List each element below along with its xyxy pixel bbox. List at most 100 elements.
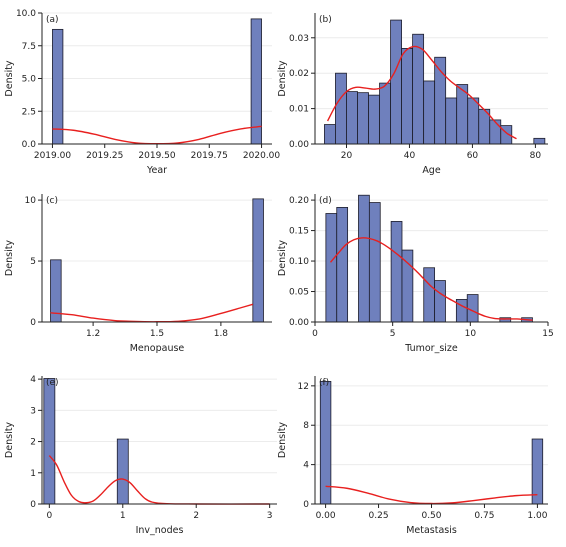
- x-tick-label: 0.25: [369, 511, 389, 521]
- y-tick-label: 12: [298, 382, 309, 392]
- y-tick-label: 0.20: [289, 196, 309, 206]
- x-axis-label: Tumor_size: [404, 343, 458, 354]
- kde-curve: [329, 237, 533, 321]
- histogram-bar: [390, 221, 403, 323]
- chart-panel-a: 0.0 2.5 5.0 7.5 10.0 2019.00 2019.25 2019.50 201…: [4, 9, 280, 176]
- y-tick-label: 4: [30, 375, 36, 385]
- y-axis-label: Density: [4, 240, 15, 276]
- x-axis-label: Age: [422, 165, 441, 176]
- panel-tag: (e): [46, 378, 59, 388]
- y-axis-label: Density: [4, 422, 15, 458]
- y-tick-label: 0.10: [289, 257, 309, 267]
- histogram-bar: [250, 18, 262, 145]
- y-tick-label: 0.15: [289, 227, 309, 237]
- x-tick-label: 2019.00: [34, 151, 71, 161]
- histogram-bar: [43, 378, 56, 505]
- x-tick-label: 2019.25: [86, 151, 123, 161]
- histogram-bar: [116, 438, 129, 505]
- histogram-bar: [423, 267, 436, 323]
- y-tick-label: 10: [25, 196, 37, 206]
- histogram-bar: [336, 207, 349, 323]
- x-axis-label: Inv_nodes: [136, 525, 184, 536]
- y-tick-label: 0.03: [289, 34, 309, 44]
- histogram-bar: [401, 48, 414, 145]
- chart-panel-e: 0 1 2 3 4 0 1 2 3 Inv_nodes Density (e): [4, 375, 277, 536]
- histogram-bar: [489, 119, 502, 145]
- histogram-bar: [319, 381, 332, 505]
- x-tick-label: 0: [46, 511, 52, 521]
- x-tick-label: 10: [465, 329, 477, 339]
- histogram-bar: [324, 124, 336, 145]
- histogram-bar: [368, 94, 380, 145]
- y-tick-label: 0: [303, 500, 309, 510]
- histogram-bar: [412, 33, 425, 145]
- y-tick-label: 0.0: [22, 140, 37, 150]
- x-tick-label: 1.5: [150, 329, 164, 339]
- x-tick-label: 2020.00: [243, 151, 280, 161]
- histogram-bar: [379, 82, 391, 145]
- histogram-bar: [252, 198, 264, 323]
- histogram-bar: [368, 202, 381, 323]
- y-tick-label: 5.0: [22, 75, 37, 85]
- y-tick-label: 4: [303, 461, 309, 471]
- histogram-bar: [434, 280, 446, 323]
- x-tick-label: 80: [530, 151, 542, 161]
- y-tick-label: 0.00: [289, 140, 309, 150]
- histogram-bar: [358, 194, 370, 323]
- x-axis-label: Metastasis: [406, 525, 457, 536]
- x-tick-label: 0.75: [474, 511, 494, 521]
- panel-tag: (c): [46, 196, 58, 206]
- x-tick-label: 0.50: [421, 511, 441, 521]
- histogram-bar: [466, 294, 479, 323]
- y-axis-label: Density: [277, 60, 288, 96]
- y-tick-label: 3: [30, 406, 36, 416]
- x-tick-label: 2019.50: [138, 151, 175, 161]
- y-tick-label: 8: [303, 421, 309, 431]
- kde-curve: [52, 125, 262, 145]
- y-tick-label: 2.5: [22, 107, 36, 117]
- y-tick-label: 0.01: [289, 105, 309, 115]
- histogram-bar: [357, 92, 369, 145]
- x-tick-label: 3: [267, 511, 273, 521]
- kde-curve: [326, 45, 517, 140]
- y-tick-label: 10.0: [16, 9, 36, 19]
- y-axis-label: Density: [4, 60, 15, 96]
- chart-panel-b: 0.00 0.01 0.02 0.03 20 40 60 80 Age Density (b): [277, 13, 548, 176]
- y-tick-label: 0: [30, 318, 36, 328]
- y-tick-label: 0.00: [289, 318, 309, 328]
- y-tick-label: 7.5: [22, 42, 36, 52]
- x-tick-label: 1.2: [86, 329, 100, 339]
- kde-curve: [325, 485, 538, 505]
- panel-tag: (b): [319, 15, 332, 25]
- histogram-bar: [423, 80, 436, 145]
- histogram-bar: [467, 97, 480, 145]
- y-axis-label: Density: [277, 422, 288, 458]
- chart-panel-f: 0 4 8 12 0.00 0.25 0.50 0.75 1.00 Metastasis Densi…: [277, 376, 548, 536]
- chart-panel-d: 0.00 0.05 0.10 0.15 0.20 0 5 10 15 Tumor_size Dens…: [277, 194, 554, 354]
- y-tick-label: 0.05: [289, 288, 309, 298]
- y-tick-label: 0: [30, 500, 36, 510]
- histogram-bar: [390, 19, 402, 145]
- histogram-bar: [445, 97, 458, 145]
- x-tick-label: 20: [341, 151, 353, 161]
- x-tick-label: 0: [312, 329, 318, 339]
- x-tick-label: 1.8: [214, 329, 229, 339]
- histogram-bar: [455, 299, 468, 323]
- x-tick-label: 60: [467, 151, 479, 161]
- histogram-bar: [335, 72, 347, 145]
- histogram-bar: [401, 249, 414, 323]
- panel-tag: (f): [319, 378, 329, 388]
- panel-tag: (a): [46, 15, 59, 25]
- x-tick-label: 1.00: [527, 511, 547, 521]
- x-tick-label: 40: [404, 151, 416, 161]
- panel-tag: (d): [319, 196, 332, 206]
- x-tick-label: 15: [542, 329, 553, 339]
- y-tick-label: 5: [30, 257, 36, 267]
- x-tick-label: 0.00: [316, 511, 336, 521]
- histogram-bar: [52, 28, 64, 145]
- x-axis-label: Menopause: [130, 343, 185, 354]
- histogram-bar: [533, 137, 546, 145]
- kde-curve: [50, 303, 254, 323]
- kde-curve: [48, 455, 270, 505]
